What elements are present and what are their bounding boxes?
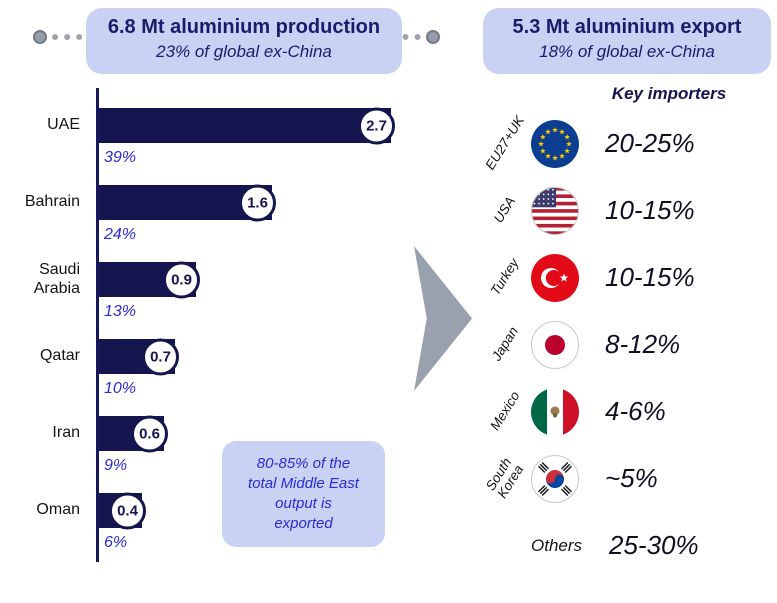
bar-area: 0.9 13% xyxy=(99,261,470,339)
bar-rows: UAE 2.7 39% Bahrain 1.6 24% Saudi Arabia 0.9 13%… xyxy=(0,107,470,570)
share-of-global-label: 24% xyxy=(104,226,137,243)
importer-name: Japan xyxy=(488,324,521,364)
share-of-global-label: 13% xyxy=(104,303,137,320)
importer-row: Others 25-30% xyxy=(483,512,775,579)
importer-name: USA xyxy=(490,194,519,226)
mexico-flag-icon xyxy=(531,387,579,436)
bar-area: 1.6 24% xyxy=(99,184,470,262)
production-bar: 0.6 xyxy=(99,415,168,452)
export-header: 5.3 Mt aluminium export 18% of global ex… xyxy=(483,8,771,74)
japan-flag-icon xyxy=(531,320,579,369)
importer-name: Others xyxy=(531,535,583,555)
importer-share: 25-30% xyxy=(609,530,699,560)
bar-row: UAE 2.7 39% xyxy=(0,107,470,185)
importer-share: 10-15% xyxy=(605,195,695,225)
importer-row: Mexico 4-6% xyxy=(483,378,775,445)
bar-area: 0.6 9% xyxy=(99,415,470,493)
production-bar: 0.9 xyxy=(99,261,200,298)
importer-share: 8-12% xyxy=(605,329,681,359)
value-badge: 2.7 xyxy=(358,107,395,144)
importer-share: 10-15% xyxy=(605,262,695,292)
connector-dot-left xyxy=(33,30,47,44)
export-subtitle: 18% of global ex-China xyxy=(539,42,715,61)
eu-flag-icon xyxy=(531,119,579,168)
value-badge: 0.7 xyxy=(142,338,179,375)
importer-share: 20-25% xyxy=(605,128,695,158)
importer-name: Mexico xyxy=(486,389,523,434)
bar-row: Oman 0.4 6% xyxy=(0,492,470,570)
importer-share: 4-6% xyxy=(605,396,666,426)
value-badge: 0.9 xyxy=(163,261,200,298)
importers-panel: Key importers EU27+UK 20-25% USA 10-15% Turk… xyxy=(482,84,775,579)
importer-row: Turkey 10-15% xyxy=(483,244,775,311)
export-title: 5.3 Mt aluminium export xyxy=(512,16,742,38)
production-bar: 0.7 xyxy=(99,338,179,375)
production-bar: 0.4 xyxy=(99,492,146,529)
callout-box: 80-85% of the total Middle East output i… xyxy=(222,441,385,547)
production-title: 6.8 Mt aluminium production xyxy=(107,16,381,38)
connector-dot-right xyxy=(426,30,440,44)
importer-row: Japan 8-12% xyxy=(483,311,775,378)
share-of-global-label: 6% xyxy=(104,534,128,551)
importer-name: South Korea xyxy=(482,455,527,502)
share-of-global-label: 10% xyxy=(104,380,137,397)
bar-area: 0.4 6% xyxy=(99,492,470,570)
bar-area: 2.7 39% xyxy=(99,107,470,185)
production-header: 6.8 Mt aluminium production 23% of globa… xyxy=(86,8,402,74)
importer-row: South Korea ~5% xyxy=(483,445,775,512)
key-importers-title: Key importers xyxy=(611,84,727,103)
share-of-global-label: 9% xyxy=(104,457,128,474)
bar-row: Qatar 0.7 10% xyxy=(0,338,470,416)
country-label: UAE xyxy=(47,116,80,134)
importer-share: ~5% xyxy=(605,463,658,493)
value-badge: 1.6 xyxy=(239,184,276,221)
value-badge: 0.4 xyxy=(109,492,146,529)
country-label: Oman xyxy=(36,501,80,519)
production-bar: 2.7 xyxy=(99,107,395,144)
country-label: Saudi Arabia xyxy=(33,261,80,297)
bar-area: 0.7 10% xyxy=(99,338,470,416)
bar-row: Bahrain 1.6 24% xyxy=(0,184,470,262)
value-badge: 0.6 xyxy=(131,415,168,452)
importer-name: Turkey xyxy=(487,256,522,299)
bar-row: Iran 0.6 9% xyxy=(0,415,470,493)
country-label: Iran xyxy=(52,424,80,442)
importer-row: USA 10-15% xyxy=(483,177,775,244)
importer-rows: EU27+UK 20-25% USA 10-15% Turkey 10-15% Japan 8… xyxy=(482,110,775,579)
chart-axis-line xyxy=(96,88,99,562)
usa-flag-icon xyxy=(531,186,579,235)
importer-row: EU27+UK 20-25% xyxy=(482,110,775,177)
production-subtitle: 23% of global ex-China xyxy=(156,42,332,61)
country-label: Qatar xyxy=(39,347,80,365)
bar-row: Saudi Arabia 0.9 13% xyxy=(0,261,470,339)
country-label: Bahrain xyxy=(24,193,80,211)
south-korea-flag-icon xyxy=(531,454,579,503)
production-bar: 1.6 xyxy=(99,184,276,221)
share-of-global-label: 39% xyxy=(104,149,137,166)
turkey-flag-icon xyxy=(531,253,579,302)
importer-name: EU27+UK xyxy=(482,113,527,173)
